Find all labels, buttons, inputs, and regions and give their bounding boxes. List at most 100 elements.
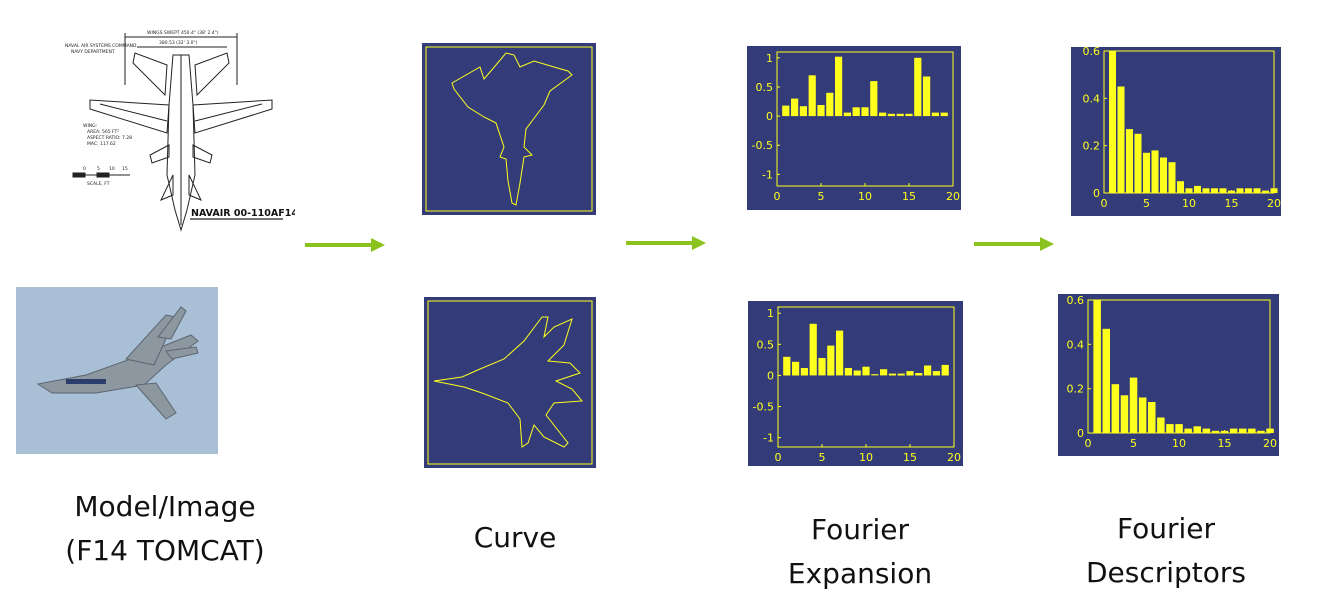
expansion-bottom-bar-10: [862, 366, 870, 376]
expansion-top-bar-12: [879, 112, 887, 117]
expansion-top-ytick-label-0: 0: [766, 110, 773, 123]
scale-tick-15: 15: [122, 166, 128, 172]
expansion-bottom-bar-13: [888, 373, 896, 376]
descriptors-top-bar-6: [1151, 150, 1159, 193]
descriptors-top-bar-5: [1143, 152, 1150, 193]
descriptors-chart-top: 0 5 10 15 20 0.6 0.4 0.2 0: [1071, 45, 1282, 216]
drawing-doc-number: NAVAIR 00-110AF14-2: [191, 208, 295, 219]
expansion-bottom-bar-9: [853, 370, 861, 376]
expansion-top-bar-15: [905, 113, 913, 117]
descriptors-top-bar-9: [1177, 181, 1184, 193]
expansion-bottom-bar-14: [897, 373, 905, 376]
caption-model-line2: (F14 TOMCAT): [65, 534, 265, 567]
expansion-bottom-xtick-label-0: 0: [775, 451, 782, 464]
expansion-top-bar-8: [843, 112, 851, 117]
descriptors-top-bar-14: [1219, 188, 1227, 193]
caption-model-line1: Model/Image: [74, 490, 256, 523]
expansion-top-svg: 0 5 10 15 20 1 0.5 0 -0.5 -1: [752, 51, 960, 203]
descriptors-top-ytick-label-0.4: 0.4: [1083, 92, 1101, 105]
descriptors-top-bar-3: [1126, 129, 1133, 193]
scale-tick-5: 5: [97, 166, 100, 172]
expansion-top-bar-19: [940, 112, 948, 117]
descriptors-bottom-bar-17: [1239, 428, 1247, 433]
descriptors-bottom-bar-10: [1175, 424, 1183, 433]
descriptors-bottom-bar-1: [1093, 300, 1101, 433]
expansion-bottom-ytick-label-1: 1: [767, 307, 774, 320]
caption-expansion: Fourier Expansion: [760, 508, 960, 596]
drawing-header-1: NAVAL AIR SYSTEMS COMMAND: [65, 43, 137, 49]
arrow-model-to-curve: [305, 238, 385, 252]
scale-tick-10: 10: [109, 166, 115, 172]
descriptors-bottom-svg: 0 5 10 15 20 0.6 0.4 0.2 0: [1067, 294, 1278, 450]
caption-expansion-line1: Fourier: [810, 513, 909, 546]
expansion-bottom-svg: 0 5 10 15 20 1 0.5 0 -0.5 -1: [753, 306, 961, 464]
drawing-wingspan-mid: 380.53 (32' 3.0"): [159, 40, 198, 46]
f14-technical-drawing: NAVAL AIR SYSTEMS COMMAND NAVY DEPARTMEN…: [65, 30, 295, 232]
expansion-top-bar-7: [835, 56, 843, 117]
descriptors-bottom-bar-5: [1129, 377, 1138, 433]
descriptors-bottom-xtick-label-15: 15: [1218, 437, 1232, 450]
descriptors-bottom-bar-13: [1202, 428, 1211, 433]
expansion-bottom-bar-5: [818, 358, 826, 376]
descriptors-bottom-bar-6: [1138, 397, 1147, 433]
expansion-top-bar-5: [817, 105, 825, 117]
expansion-bottom-bar-15: [906, 371, 914, 376]
expansion-bottom-ytick-label--0.5: -0.5: [753, 401, 774, 414]
expansion-top-bar-11: [870, 81, 878, 117]
f14-photo: [16, 287, 218, 454]
arrow-expansion-to-descriptors: [974, 237, 1054, 251]
descriptors-bottom-bar-18: [1248, 428, 1256, 433]
descriptors-top-xtick-label-5: 5: [1143, 197, 1150, 210]
expansion-chart-bottom: 0 5 10 15 20 1 0.5 0 -0.5 -1: [748, 301, 963, 466]
expansion-top-bar-2: [791, 98, 799, 117]
descriptors-top-bar-8: [1168, 162, 1176, 193]
expansion-bottom-xtick-label-15: 15: [903, 451, 917, 464]
expansion-chart-top: 0 5 10 15 20 1 0.5 0 -0.5 -1: [747, 46, 961, 210]
descriptors-top-svg: 0 5 10 15 20 0.6 0.4 0.2 0: [1083, 45, 1282, 210]
scale-tick-0: 0: [83, 166, 86, 172]
expansion-bottom-bar-3: [800, 368, 808, 376]
expansion-bottom-bar-11: [871, 374, 879, 376]
expansion-top-xtick-label-15: 15: [902, 190, 916, 203]
arrow-curve-to-expansion: [626, 236, 706, 250]
descriptors-bottom-bar-12: [1193, 426, 1201, 433]
expansion-top-ytick-label-1: 1: [766, 52, 773, 65]
expansion-bottom-xtick-label-10: 10: [859, 451, 873, 464]
descriptors-top-bar-18: [1253, 188, 1261, 193]
descriptors-bottom-bar-4: [1120, 395, 1129, 433]
expansion-top-bar-17: [923, 76, 931, 117]
descriptors-top-bar-13: [1211, 188, 1218, 193]
descriptors-bottom-xtick-label-5: 5: [1130, 437, 1137, 450]
expansion-top-bar-3: [799, 106, 807, 117]
expansion-top-ytick-label--0.5: -0.5: [752, 139, 773, 152]
drawing-wing-note-1: WING:: [83, 123, 97, 129]
descriptors-bottom-bar-7: [1148, 402, 1156, 433]
expansion-bottom-ytick-label--1: -1: [763, 432, 774, 445]
expansion-bottom-ytick-label-0: 0: [767, 369, 774, 382]
curve-top: [425, 46, 593, 212]
descriptors-bottom-xtick-label-0: 0: [1085, 437, 1092, 450]
expansion-bottom-ytick-label-0.5: 0.5: [757, 338, 775, 351]
descriptors-bottom-ytick-label-0.4: 0.4: [1067, 338, 1085, 351]
expansion-bottom-bar-8: [844, 368, 852, 376]
expansion-top-bar-1: [782, 105, 790, 117]
descriptors-top-bar-1: [1109, 51, 1116, 193]
curve-panel-top: [422, 43, 596, 215]
descriptors-bottom-bar-19: [1257, 430, 1265, 433]
descriptors-bottom-xtick-label-20: 20: [1263, 437, 1277, 450]
drawing-wing-note-4: MAC: 117.62: [87, 141, 116, 147]
caption-descriptors: Fourier Descriptors: [1066, 507, 1266, 595]
expansion-bottom-xtick-label-20: 20: [947, 451, 961, 464]
expansion-top-xtick-label-0: 0: [774, 190, 781, 203]
expansion-bottom-frame: [777, 306, 955, 448]
descriptors-top-bar-7: [1160, 157, 1167, 193]
descriptors-bottom-bar-8: [1157, 417, 1165, 433]
expansion-bottom-bar-16: [915, 373, 923, 376]
descriptors-bottom-ytick-label-0: 0: [1077, 427, 1084, 440]
caption-curve-line: Curve: [473, 521, 557, 554]
descriptors-chart-bottom: 0 5 10 15 20 0.6 0.4 0.2 0: [1058, 294, 1279, 456]
expansion-top-bar-6: [826, 92, 834, 117]
expansion-top-bar-18: [931, 112, 939, 117]
descriptors-top-xtick-label-20: 20: [1267, 197, 1281, 210]
expansion-top-bar-9: [852, 107, 860, 116]
